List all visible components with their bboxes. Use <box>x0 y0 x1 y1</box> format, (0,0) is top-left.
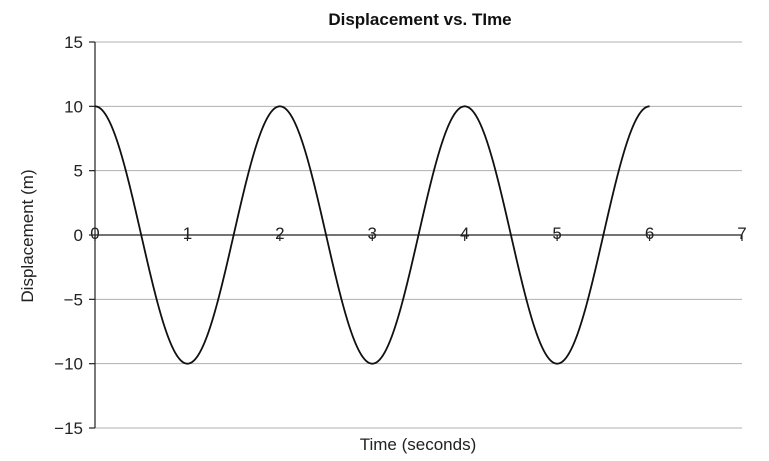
y-tick-label-6: −15 <box>54 419 83 438</box>
x-tick-label-6: 6 <box>645 224 654 243</box>
y-axis-label: Displacement (m) <box>18 169 37 302</box>
series-line-0 <box>94 105 650 365</box>
x-axis-label: Time (seconds) <box>360 435 477 454</box>
x-tick-label-2: 2 <box>275 224 284 243</box>
y-tick-label-3: 0 <box>74 226 83 245</box>
x-tick-label-4: 4 <box>460 224 469 243</box>
x-tick-label-7: 7 <box>737 224 746 243</box>
x-tick-label-0: 0 <box>90 224 99 243</box>
series-layer <box>94 105 650 365</box>
y-tick-label-2: 5 <box>74 162 83 181</box>
y-tick-label-5: −10 <box>54 355 83 374</box>
x-tick-label-3: 3 <box>368 224 377 243</box>
y-tick-label-1: 10 <box>64 97 83 116</box>
x-tick-label-1: 1 <box>183 224 192 243</box>
chart-title: Displacement vs. TIme <box>328 10 511 29</box>
y-tick-label-4: −5 <box>64 290 83 309</box>
ticks: 15 10 5 0 −5 −10 −15 0 1 2 3 4 5 6 7 <box>54 33 747 438</box>
y-tick-label-0: 15 <box>64 33 83 52</box>
x-tick-label-5: 5 <box>552 224 561 243</box>
